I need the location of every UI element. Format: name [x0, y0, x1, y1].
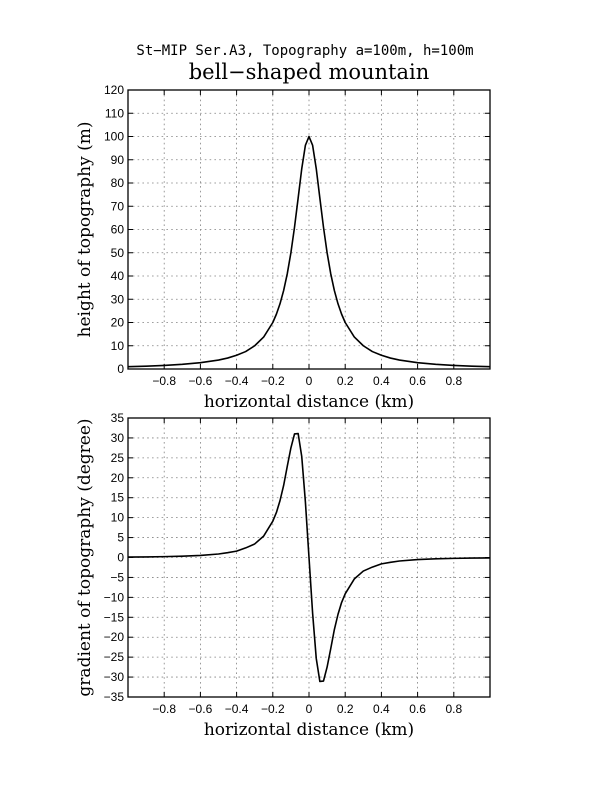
- chart-1-x-tick-label: −0.6: [189, 374, 213, 388]
- chart-1-x-tick-label: 0.6: [409, 374, 426, 388]
- chart-2-y-tick-label: −30: [104, 670, 125, 684]
- chart-1-y-axis-label: height of topography (m): [75, 122, 95, 338]
- chart-2-x-axis-label: horizontal distance (km): [204, 720, 414, 740]
- chart-2-y-tick-label: −10: [104, 590, 125, 604]
- chart-2-series-line: [127, 432, 491, 683]
- chart-2-x-tick-label: −0.6: [189, 702, 213, 716]
- chart-title: bell−shaped mountain: [189, 60, 430, 84]
- chart-2-y-tick-label: 10: [111, 511, 125, 525]
- chart-2-y-tick-label: 0: [117, 551, 124, 565]
- chart-2-y-tick-label: 35: [111, 411, 125, 425]
- chart-2-y-tick-label: −35: [104, 690, 125, 704]
- chart-1-y-tick-label: 120: [104, 83, 124, 97]
- chart-1-y-tick-label: 100: [104, 130, 124, 144]
- chart-2-x-tick-label: 0.4: [373, 702, 390, 716]
- chart-2-x-tick-label: −0.2: [261, 702, 285, 716]
- chart-1-series-line: [127, 135, 491, 368]
- chart-1-x-tick-label: 0.2: [337, 374, 354, 388]
- chart-2-y-tick-label: 15: [111, 491, 125, 505]
- chart-1-y-tick-label: 110: [105, 106, 124, 120]
- chart-subtitle: St−MIP Ser.A3, Topography a=100m, h=100m: [136, 43, 473, 59]
- chart-2-x-tick-label: 0.6: [409, 702, 426, 716]
- chart-2-x-tick-label: −0.8: [152, 702, 176, 716]
- chart-1-y-tick-label: 10: [111, 339, 125, 353]
- chart-2-y-tick-label: −15: [104, 610, 125, 624]
- chart-1-y-tick-label: 90: [111, 153, 125, 167]
- chart-2-y-tick-label: −20: [104, 630, 125, 644]
- chart-2-y-tick-label: −25: [104, 650, 125, 664]
- chart-2-x-tick-label: −0.4: [225, 702, 249, 716]
- chart-1-x-tick-label: −0.8: [152, 374, 176, 388]
- chart-1-y-tick-label: 30: [111, 292, 125, 306]
- chart-2-x-tick-label: 0.8: [445, 702, 462, 716]
- chart-1-y-tick-label: 20: [111, 316, 125, 330]
- chart-1-x-tick-label: 0.8: [445, 374, 462, 388]
- chart-2-y-tick-label: 30: [111, 431, 125, 445]
- chart-1-x-tick-label: 0.4: [373, 374, 390, 388]
- height-panel: −0.8 −0.6 −0.4 −0.2 0 0.2 0.4 0.6 0.8 0 10 20 30 40 50…: [75, 83, 491, 412]
- chart-2-x-tick-label: 0.2: [337, 702, 354, 716]
- chart-2-y-tick-label: 25: [111, 451, 125, 465]
- chart-1-x-axis-label: horizontal distance (km): [204, 392, 414, 412]
- chart-1-y-tick-label: 0: [117, 362, 124, 376]
- chart-1-y-tick-label: 80: [111, 176, 125, 190]
- gradient-panel: −0.8 −0.6 −0.4 −0.2 0 0.2 0.4 0.6 0.8 −35 −30 −25 −2…: [75, 411, 491, 740]
- chart-2-x-tick-label: 0: [306, 702, 313, 716]
- chart-2-y-axis-label: gradient of topography (degree): [75, 418, 95, 696]
- chart-2-y-tick-label: 5: [117, 531, 124, 545]
- chart-1-x-tick-label: −0.2: [261, 374, 285, 388]
- chart-1-x-tick-label: 0: [306, 374, 313, 388]
- chart-1-y-tick-label: 70: [111, 199, 125, 213]
- chart-1-y-tick-label: 40: [111, 269, 125, 283]
- chart-1-y-tick-label: 60: [111, 223, 125, 237]
- chart-1-x-tick-label: −0.4: [225, 374, 249, 388]
- chart-2-y-tick-label: −5: [110, 570, 124, 584]
- chart-2-y-tick-label: 20: [111, 471, 125, 485]
- chart-1-y-tick-label: 50: [111, 246, 125, 260]
